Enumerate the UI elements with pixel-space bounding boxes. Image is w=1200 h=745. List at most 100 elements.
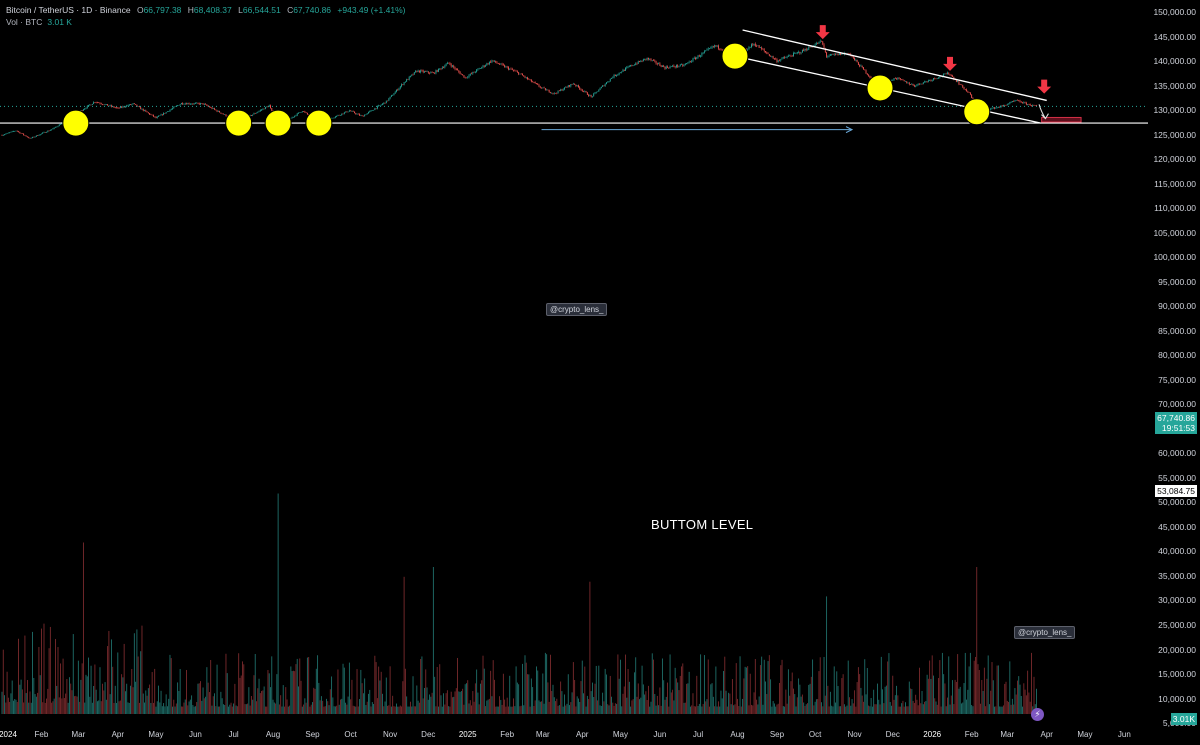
volume-bar bbox=[273, 702, 275, 714]
candle-body bbox=[154, 116, 156, 118]
volume-bar bbox=[500, 699, 502, 714]
candle-body bbox=[686, 63, 688, 65]
volume-bar bbox=[678, 690, 680, 714]
watermark-upper: @crypto_lens_ bbox=[546, 303, 608, 316]
candle-body bbox=[894, 78, 896, 79]
candle-body bbox=[9, 132, 11, 133]
volume-bar bbox=[496, 706, 498, 714]
candle-body bbox=[155, 116, 157, 119]
volume-bar bbox=[410, 701, 411, 714]
candle-body bbox=[258, 111, 260, 112]
volume-bar bbox=[922, 704, 924, 714]
candle-body bbox=[200, 103, 201, 105]
candle-body bbox=[584, 91, 586, 92]
volume-bar bbox=[891, 705, 892, 714]
target-zone-box[interactable] bbox=[1041, 116, 1082, 123]
high-value: 68,408.37 bbox=[193, 5, 232, 15]
volume-bar bbox=[664, 699, 666, 714]
volume-bar bbox=[151, 672, 153, 714]
volume-bar bbox=[511, 706, 513, 714]
volume-bar bbox=[1006, 700, 1008, 714]
candle-body bbox=[538, 84, 540, 87]
candle-body bbox=[751, 44, 752, 48]
volume-bar bbox=[40, 628, 42, 714]
candle-body bbox=[178, 105, 180, 107]
candle-body bbox=[548, 90, 550, 93]
bottom-level-arrow[interactable] bbox=[541, 126, 854, 134]
price-axis-tick: 120,000.00 bbox=[1153, 154, 1196, 165]
candle-body bbox=[822, 41, 824, 45]
volume-bar bbox=[308, 656, 310, 714]
volume-bar bbox=[992, 680, 994, 714]
volume-bar bbox=[492, 660, 494, 714]
volume-bar bbox=[102, 683, 103, 714]
volume-bar bbox=[509, 675, 511, 714]
volume-bar bbox=[359, 699, 361, 714]
candle-body bbox=[305, 112, 307, 113]
volume-bar bbox=[614, 703, 616, 714]
volume-bar bbox=[107, 646, 109, 714]
price-axis-tick: 110,000.00 bbox=[1154, 203, 1196, 214]
candle-body bbox=[51, 129, 53, 131]
candle-body bbox=[995, 107, 997, 109]
volume-bar bbox=[938, 678, 940, 714]
volume-bar bbox=[250, 696, 252, 714]
candle-body bbox=[444, 65, 446, 68]
volume-bar bbox=[612, 702, 614, 714]
volume-bar bbox=[225, 653, 227, 714]
candle-body bbox=[655, 61, 657, 64]
volume-bar bbox=[691, 705, 693, 714]
volume-bar bbox=[286, 699, 288, 714]
time-axis-tick: Apr bbox=[576, 730, 589, 739]
candle-body bbox=[567, 85, 569, 88]
volume-bar bbox=[357, 706, 359, 714]
volume-bar bbox=[796, 697, 798, 714]
volume-bar bbox=[605, 674, 607, 714]
channel-upper-line[interactable] bbox=[742, 29, 1047, 102]
volume-bar bbox=[67, 702, 69, 714]
volume-bar bbox=[425, 669, 427, 714]
candle-body bbox=[539, 86, 541, 88]
volume-bar bbox=[953, 704, 955, 714]
volume-bar bbox=[646, 700, 648, 714]
price-axis-tick: 140,000.00 bbox=[1153, 56, 1196, 67]
price-axis-tick: 135,000.00 bbox=[1153, 80, 1196, 91]
volume-bar bbox=[430, 696, 432, 714]
candle-body bbox=[756, 45, 758, 47]
volume-bar bbox=[131, 668, 133, 714]
candle-body bbox=[541, 87, 542, 89]
candle-body bbox=[104, 104, 106, 105]
candle-body bbox=[429, 72, 431, 74]
volume-bar bbox=[857, 667, 859, 714]
volume-bar bbox=[799, 684, 801, 714]
volume-bar bbox=[832, 706, 834, 714]
projection-arrow[interactable] bbox=[1038, 104, 1049, 120]
volume-bar bbox=[553, 697, 555, 714]
candle-body bbox=[899, 78, 901, 80]
candle-body bbox=[224, 114, 226, 115]
volume-bar bbox=[141, 625, 143, 714]
volume-bar bbox=[252, 699, 254, 714]
volume-bar bbox=[249, 705, 251, 714]
volume-bar bbox=[1036, 688, 1037, 714]
candle-body bbox=[719, 48, 721, 50]
volume-bar bbox=[257, 688, 259, 714]
volume-bar bbox=[515, 666, 517, 714]
volume-bar bbox=[813, 705, 815, 714]
open-value: 66,797.38 bbox=[143, 5, 182, 15]
time-axis-tick: Oct bbox=[344, 730, 357, 739]
candle-body bbox=[404, 81, 406, 83]
volume-bar bbox=[957, 654, 959, 714]
candle-body bbox=[249, 115, 251, 116]
volume-bar bbox=[940, 706, 942, 714]
volume-bar bbox=[547, 682, 549, 714]
volume-bar bbox=[934, 698, 936, 714]
candle-body bbox=[971, 94, 973, 98]
lightning-icon[interactable]: ⚡ bbox=[1031, 708, 1044, 721]
volume-bar bbox=[188, 701, 190, 714]
low-label: L bbox=[238, 5, 243, 15]
volume-bar bbox=[390, 706, 392, 714]
volume-bar bbox=[789, 695, 791, 714]
volume-bar bbox=[599, 705, 601, 714]
